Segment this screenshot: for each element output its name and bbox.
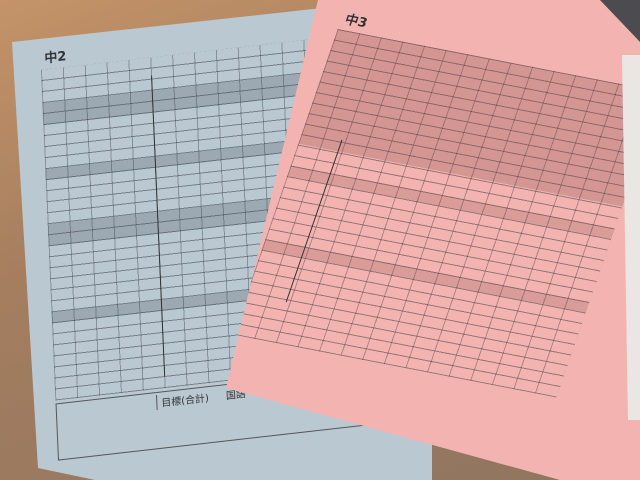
grade-label: 中3	[342, 12, 370, 32]
target-total-label: 目標(合計)	[156, 389, 210, 411]
grade-label: 中2	[44, 49, 67, 67]
